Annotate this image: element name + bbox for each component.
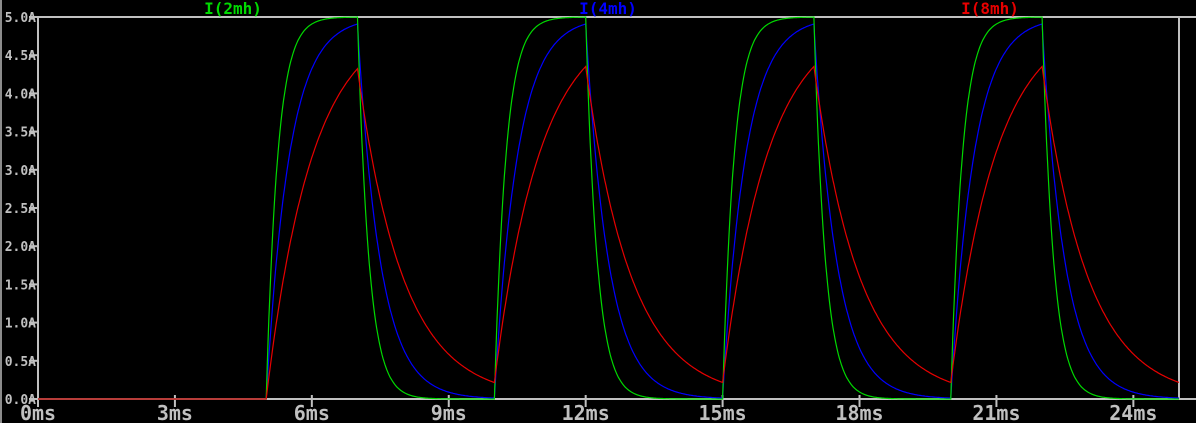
x-tick-label: 0ms — [20, 401, 56, 423]
legend-trace-8mh[interactable]: I(8mh) — [961, 0, 1019, 18]
y-tick-label: 2.0A — [5, 240, 36, 255]
x-tick-label: 15ms — [699, 401, 747, 423]
legend-trace-2mh[interactable]: I(2mh) — [204, 0, 262, 18]
y-tick-label: 0.0A — [5, 393, 36, 408]
x-tick-label: 3ms — [157, 401, 193, 423]
trace-2mh — [38, 16, 1179, 400]
x-tick-label: 12ms — [562, 401, 610, 423]
y-tick-label: 0.5A — [5, 355, 36, 370]
y-tick-label: 1.0A — [5, 317, 36, 332]
x-tick-label: 9ms — [431, 401, 467, 423]
y-tick-label: 4.5A — [5, 49, 36, 64]
y-tick-label: 4.0A — [5, 87, 36, 102]
y-tick-label: 3.5A — [5, 126, 36, 141]
y-tick-label: 1.5A — [5, 278, 36, 293]
x-tick-label: 21ms — [972, 401, 1020, 423]
x-tick-label: 24ms — [1109, 401, 1157, 423]
x-tick-label: 18ms — [835, 401, 883, 423]
y-tick-label: 5.0A — [5, 11, 36, 26]
legend-trace-4mh[interactable]: I(4mh) — [579, 0, 637, 18]
trace-4mh — [38, 23, 1180, 400]
y-tick-label: 3.0A — [5, 164, 36, 179]
y-tick-label: 2.5A — [5, 202, 36, 217]
trace-8mh — [38, 65, 1180, 400]
x-tick-label: 6ms — [294, 401, 330, 423]
